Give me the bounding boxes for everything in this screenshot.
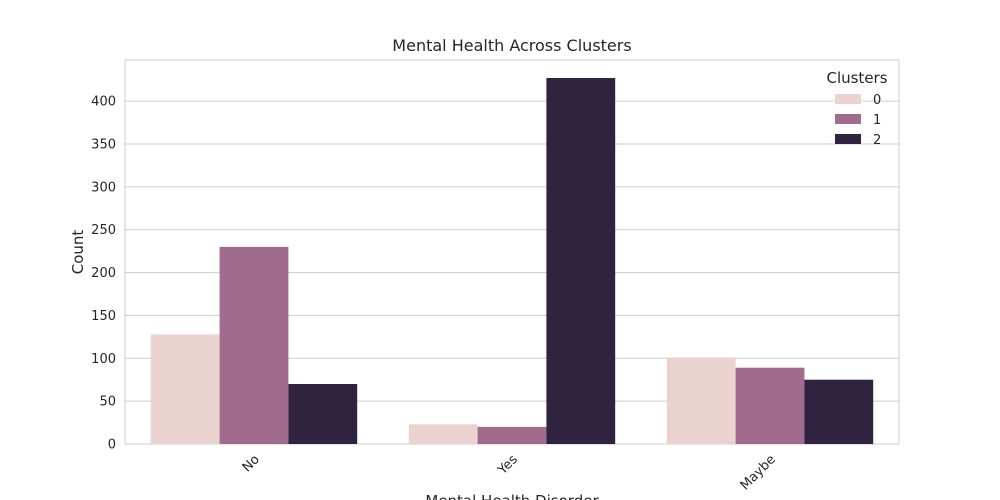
x-tick-label: Maybe bbox=[738, 452, 779, 493]
bar bbox=[477, 426, 547, 444]
bar bbox=[546, 78, 616, 444]
x-axis-label: Mental Health Disorder bbox=[425, 492, 599, 500]
y-axis-label: Count bbox=[69, 230, 87, 275]
y-tick-label: 0 bbox=[108, 438, 116, 453]
legend: Clusters 0 1 2 bbox=[826, 69, 887, 148]
y-tick-label: 350 bbox=[91, 138, 116, 153]
bar bbox=[288, 384, 358, 444]
bar bbox=[735, 367, 805, 444]
bar bbox=[666, 357, 736, 444]
y-tick-label: 250 bbox=[91, 223, 116, 238]
y-tick-label: 200 bbox=[91, 266, 116, 281]
y-tick-label: 100 bbox=[91, 352, 116, 367]
legend-swatch bbox=[835, 114, 861, 124]
y-tick-label: 400 bbox=[91, 95, 116, 110]
legend-title: Clusters bbox=[826, 69, 887, 87]
y-tick-label: 300 bbox=[91, 180, 116, 195]
chart-title: Mental Health Across Clusters bbox=[392, 36, 631, 55]
bar bbox=[219, 246, 289, 444]
bar bbox=[408, 424, 478, 444]
x-tick-label: No bbox=[240, 452, 263, 475]
y-tick-label: 50 bbox=[99, 395, 116, 410]
bar bbox=[804, 379, 874, 444]
y-tick-label: 150 bbox=[91, 309, 116, 324]
legend-label: 1 bbox=[873, 113, 881, 128]
x-tick-label: Yes bbox=[495, 452, 521, 478]
legend-label: 2 bbox=[873, 133, 881, 148]
legend-swatch bbox=[835, 94, 861, 104]
legend-swatch bbox=[835, 134, 861, 144]
bars bbox=[150, 78, 874, 444]
legend-label: 0 bbox=[873, 93, 881, 108]
bar bbox=[150, 334, 220, 444]
